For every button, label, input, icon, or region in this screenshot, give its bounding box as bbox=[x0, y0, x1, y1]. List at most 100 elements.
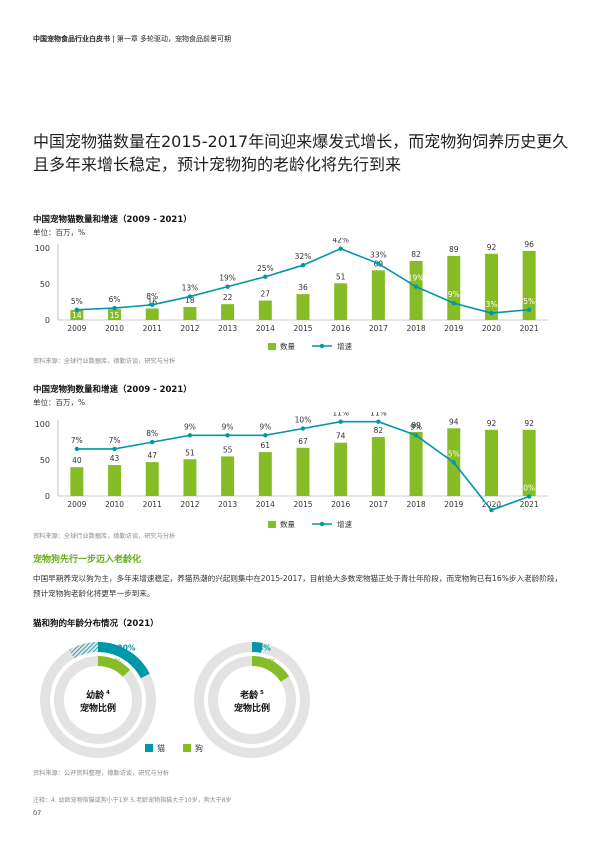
cat-x-tick-label: 2020 bbox=[482, 324, 501, 333]
cat-x-tick-label: 2015 bbox=[293, 324, 312, 333]
cat-ytick-label: 100 bbox=[35, 244, 50, 253]
dog-bar bbox=[183, 459, 197, 496]
cat-bar bbox=[108, 309, 122, 320]
dog-bar-label: 82 bbox=[374, 426, 384, 435]
dog-x-tick-label: 2012 bbox=[180, 500, 199, 509]
legend-cat-swatch bbox=[145, 744, 153, 752]
cat-legend-line-label: 增速 bbox=[337, 341, 352, 351]
dog-share-arc bbox=[97, 656, 131, 677]
cat-x-tick-label: 2013 bbox=[218, 324, 237, 333]
cat-bar-label: 82 bbox=[411, 250, 421, 259]
cat-bar-label: 89 bbox=[449, 245, 459, 254]
cat-bar bbox=[183, 307, 197, 320]
cat-x-tick-label: 2011 bbox=[143, 324, 162, 333]
dog-growth-label: 10% bbox=[295, 416, 312, 425]
cat-bar-label: 18 bbox=[185, 296, 195, 305]
cat-share-label: 3% bbox=[258, 644, 271, 653]
cat-bar bbox=[145, 308, 159, 320]
dog-ytick-label: 100 bbox=[35, 420, 50, 429]
dog-ytick-label: 50 bbox=[40, 456, 50, 465]
dog-x-tick-label: 2015 bbox=[293, 500, 312, 509]
cat-growth-label: 33% bbox=[370, 251, 387, 260]
cat-growth-label: 5% bbox=[523, 297, 535, 306]
running-header: 中国宠物食品行业白皮书 | 第一章 多轮驱动，宠物食品前景可期 bbox=[33, 34, 231, 44]
dog-bar-label: 47 bbox=[147, 451, 157, 460]
cat-growth-label: 19% bbox=[219, 274, 236, 283]
cat-bar-label: 96 bbox=[524, 240, 534, 249]
dog-x-tick-label: 2016 bbox=[331, 500, 350, 509]
dog-bar bbox=[409, 431, 423, 496]
dog-bar-label: 92 bbox=[524, 419, 534, 428]
cat-bar-label: 36 bbox=[298, 283, 308, 292]
dog-growth-label: 11% bbox=[332, 412, 349, 418]
dog-growth-point bbox=[263, 433, 268, 438]
dog-x-tick-label: 2020 bbox=[482, 500, 501, 509]
cat-growth-label: 3% bbox=[486, 300, 498, 309]
dog-x-tick-label: 2017 bbox=[369, 500, 388, 509]
cat-chart-unit: 单位：百万，% bbox=[33, 228, 86, 237]
dog-bar-label: 43 bbox=[110, 454, 120, 463]
dog-share-arc bbox=[251, 656, 290, 683]
dog-chart-title: 中国宠物狗数量和增速（2009 - 2021） bbox=[33, 385, 192, 395]
cat-growth-label: 8% bbox=[146, 292, 158, 301]
dog-share-label: 16% bbox=[258, 658, 276, 667]
dog-growth-point bbox=[451, 460, 456, 465]
dog-bar-label: 74 bbox=[336, 432, 346, 441]
cat-growth-point bbox=[338, 246, 343, 251]
donut-center-label: 宠物比例 bbox=[80, 702, 116, 714]
dog-growth-label: 11% bbox=[370, 412, 387, 418]
cat-growth-point bbox=[187, 294, 193, 299]
dog-growth-label: 7% bbox=[71, 436, 83, 445]
dog-bar bbox=[522, 429, 536, 496]
footnote-marker: 4 bbox=[104, 690, 110, 696]
dog-bar bbox=[484, 429, 498, 496]
cat-growth-label: 9% bbox=[448, 290, 460, 299]
section-title: 宠物狗先行一步迈入老龄化 bbox=[33, 555, 142, 565]
dog-bar bbox=[145, 462, 159, 496]
cat-bar bbox=[447, 255, 461, 320]
dog-legend-bar-label: 数量 bbox=[280, 519, 295, 529]
dog-chart: 0 50 100 40 2009 43 2010 47 2011 51 2012 55 2013 61 20… bbox=[35, 412, 548, 529]
section-paragraph: 中国早期养宠以狗为主，多年来增速稳定，养猫热潮的兴起则集中在2015-2017，… bbox=[33, 574, 563, 598]
cat-x-tick-label: 2019 bbox=[444, 324, 463, 333]
dog-bar-label: 55 bbox=[223, 445, 233, 454]
cat-x-tick-label: 2016 bbox=[331, 324, 350, 333]
cat-chart-title: 中国宠物猫数量和增速（2009 - 2021） bbox=[33, 215, 192, 225]
dog-growth-label: 8% bbox=[146, 429, 158, 438]
dog-x-tick-label: 2013 bbox=[218, 500, 237, 509]
cat-growth-label: 13% bbox=[182, 284, 199, 293]
dog-growth-point bbox=[225, 433, 230, 438]
dog-x-tick-label: 2009 bbox=[67, 500, 86, 509]
dog-bar-label: 67 bbox=[298, 437, 308, 446]
page-headline: 中国宠物猫数量在2015-2017年间迎来爆发式增长，而宠物狗饲养历史更久且多年… bbox=[33, 132, 569, 174]
cat-x-tick-label: 2021 bbox=[520, 324, 539, 333]
dog-share-label: 13% bbox=[104, 658, 122, 667]
dog-growth-point bbox=[413, 433, 419, 438]
cat-growth-label: 25% bbox=[257, 264, 274, 273]
cat-growth-point bbox=[526, 307, 532, 312]
dog-growth-point bbox=[112, 446, 117, 452]
cat-x-tick-label: 2014 bbox=[256, 324, 275, 333]
dog-x-tick-label: 2010 bbox=[105, 500, 124, 509]
dog-growth-point bbox=[150, 439, 155, 445]
page-number: 07 bbox=[33, 809, 42, 817]
cat-bar-label: 27 bbox=[261, 290, 271, 299]
dog-growth-label: 9% bbox=[259, 422, 271, 431]
legend-dog-swatch bbox=[183, 744, 191, 752]
dog-legend-line-label: 增速 bbox=[337, 519, 352, 529]
legend-dog-label: 狗 bbox=[195, 743, 203, 753]
cat-bar-label: 14 bbox=[72, 311, 82, 320]
cat-bar-label: 22 bbox=[223, 293, 233, 302]
age-donut-chart: 15-20%13%幼龄 4宠物比例3%16%老龄 5宠物比例猫狗 bbox=[40, 642, 310, 758]
cat-share-arc bbox=[251, 642, 263, 653]
cat-growth-label: 6% bbox=[109, 295, 121, 304]
cat-growth-point bbox=[300, 263, 306, 268]
dog-growth-point bbox=[300, 426, 306, 431]
cat-bar-label: 92 bbox=[487, 243, 497, 252]
cat-bar bbox=[409, 260, 423, 320]
dog-bar-label: 92 bbox=[487, 419, 497, 428]
cat-share-label: 15-20% bbox=[104, 644, 136, 653]
cat-bar bbox=[70, 309, 84, 320]
cat-x-tick-label: 2012 bbox=[180, 324, 199, 333]
dog-bar-label: 51 bbox=[185, 448, 195, 457]
